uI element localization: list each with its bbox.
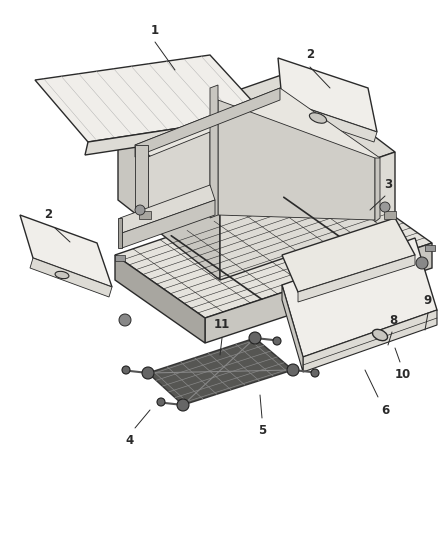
Polygon shape <box>384 211 396 219</box>
Polygon shape <box>135 88 380 215</box>
Circle shape <box>122 366 130 374</box>
Circle shape <box>416 257 428 269</box>
Text: 11: 11 <box>214 319 230 332</box>
Text: 10: 10 <box>395 368 411 382</box>
Polygon shape <box>135 145 148 215</box>
Ellipse shape <box>309 113 327 123</box>
Polygon shape <box>282 238 437 357</box>
Text: 5: 5 <box>258 424 266 437</box>
Polygon shape <box>220 152 395 280</box>
Circle shape <box>119 314 131 326</box>
Circle shape <box>135 205 145 215</box>
Polygon shape <box>278 58 377 132</box>
Polygon shape <box>118 72 395 212</box>
Text: 2: 2 <box>44 208 52 222</box>
Polygon shape <box>35 55 265 142</box>
Text: 6: 6 <box>381 403 389 416</box>
Text: 1: 1 <box>151 23 159 36</box>
Circle shape <box>380 202 390 212</box>
Polygon shape <box>139 211 151 219</box>
Text: 4: 4 <box>126 433 134 447</box>
Circle shape <box>177 399 189 411</box>
Text: 3: 3 <box>384 179 392 191</box>
Text: 2: 2 <box>306 49 314 61</box>
Circle shape <box>273 337 281 345</box>
Polygon shape <box>115 255 125 261</box>
Polygon shape <box>375 158 380 222</box>
Circle shape <box>311 369 319 377</box>
Polygon shape <box>115 178 432 318</box>
Ellipse shape <box>372 329 388 341</box>
Text: 8: 8 <box>389 313 397 327</box>
Polygon shape <box>282 285 303 372</box>
Polygon shape <box>122 200 215 248</box>
Ellipse shape <box>55 271 69 279</box>
Text: 9: 9 <box>424 294 432 306</box>
Polygon shape <box>115 255 205 343</box>
Polygon shape <box>210 85 218 218</box>
Polygon shape <box>30 258 112 297</box>
Polygon shape <box>118 218 122 248</box>
Polygon shape <box>135 88 280 157</box>
Circle shape <box>157 398 165 406</box>
Polygon shape <box>218 100 375 220</box>
Polygon shape <box>279 100 377 142</box>
Circle shape <box>287 364 299 376</box>
Polygon shape <box>205 243 432 343</box>
Polygon shape <box>148 132 210 215</box>
Polygon shape <box>148 338 293 405</box>
Circle shape <box>142 367 154 379</box>
Polygon shape <box>298 255 415 302</box>
Polygon shape <box>282 218 415 292</box>
Polygon shape <box>118 132 220 280</box>
Polygon shape <box>20 215 112 287</box>
Polygon shape <box>425 245 435 251</box>
Polygon shape <box>85 115 265 155</box>
Polygon shape <box>303 310 437 372</box>
Circle shape <box>249 332 261 344</box>
Polygon shape <box>120 185 215 233</box>
